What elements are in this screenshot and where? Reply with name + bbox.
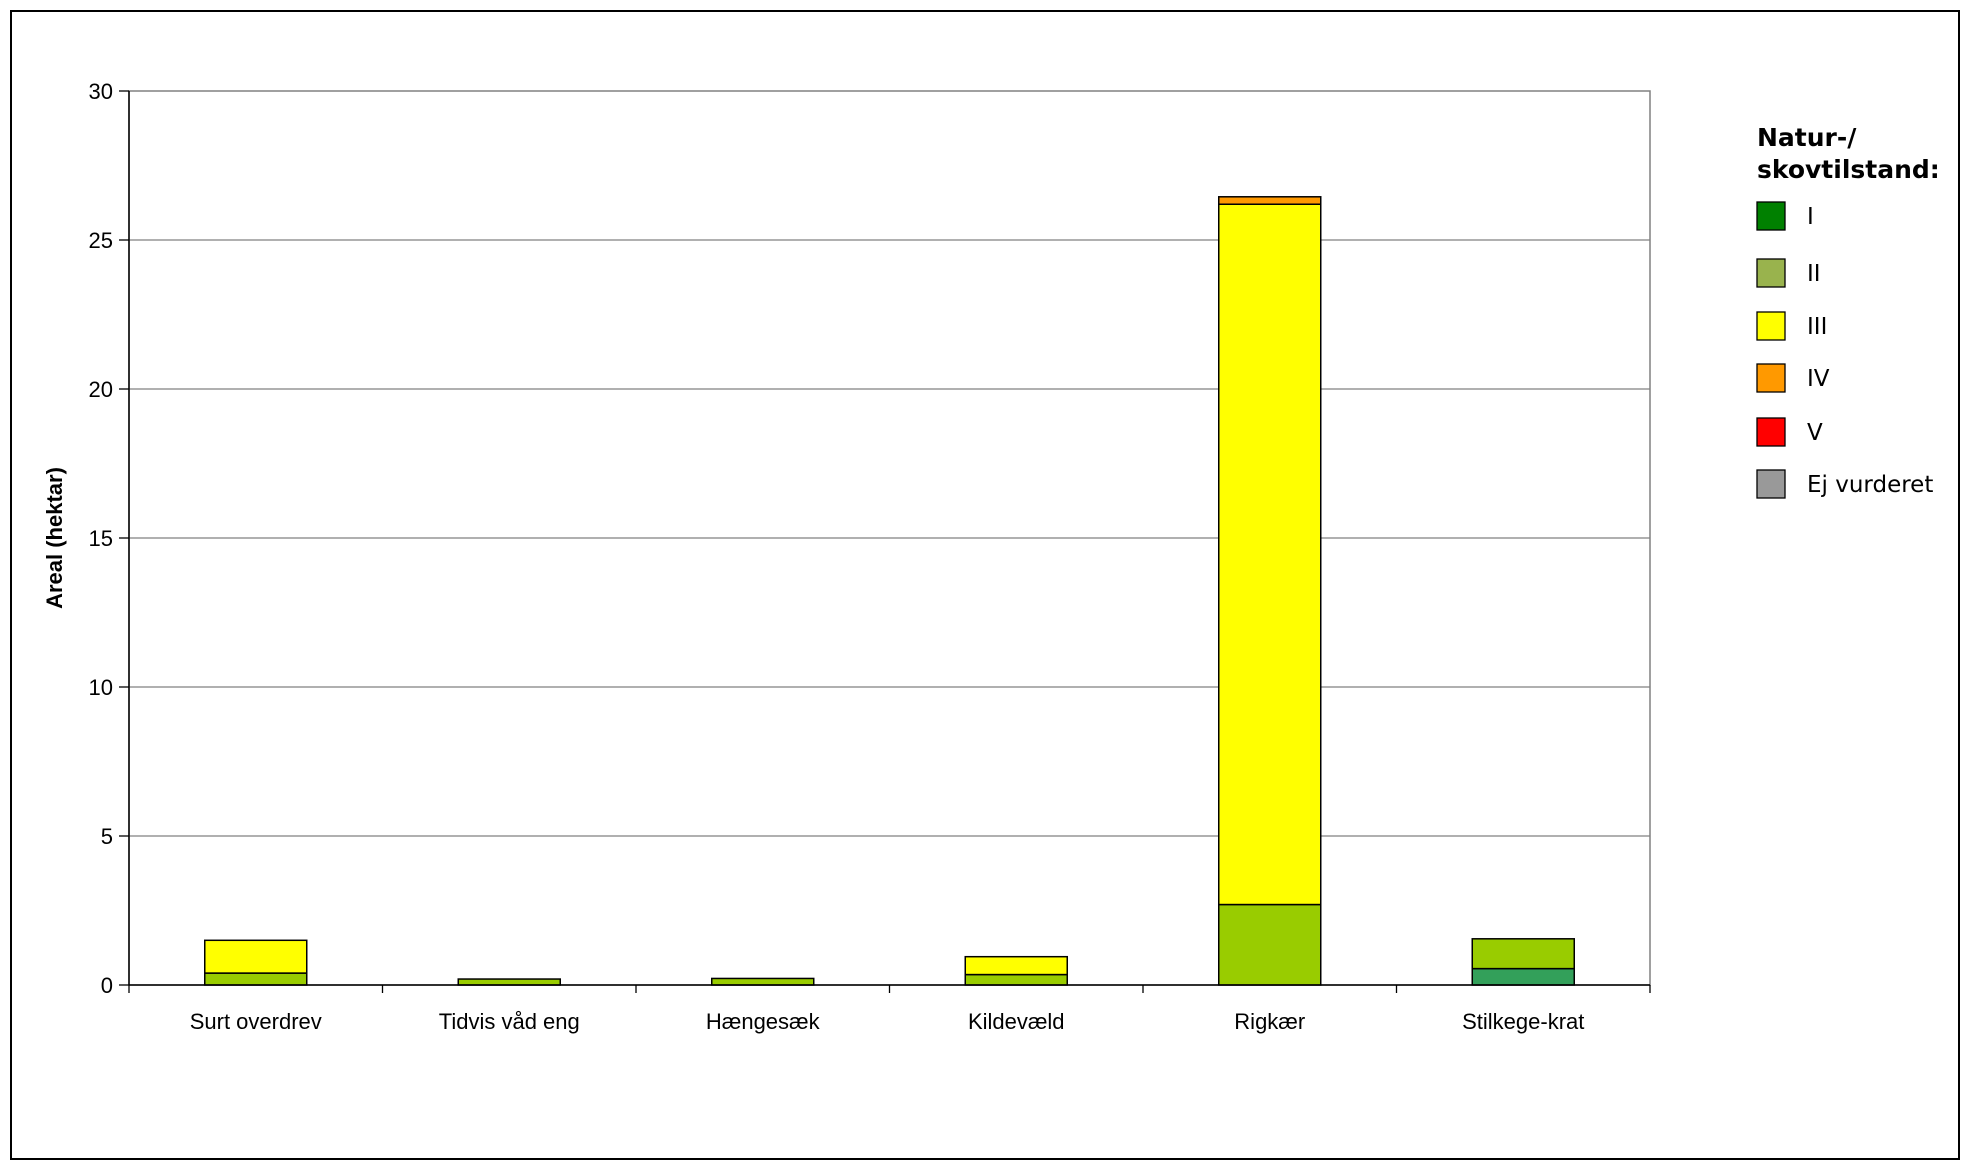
bar-segment <box>204 939 308 974</box>
legend-label: Ej vurderet <box>1807 472 1933 498</box>
x-tick-label: Tidvis våd eng <box>439 1009 580 1034</box>
x-tick-label: Rigkær <box>1234 1009 1305 1034</box>
bar-segment <box>711 977 815 986</box>
tick-labels: 0 5 10 15 20 25 30 Surt overdrev Tidvis våd eng H… <box>89 79 1585 1034</box>
y-tick-label: 15 <box>89 526 113 551</box>
legend-swatch <box>1756 417 1786 447</box>
bar-segment <box>1471 967 1575 986</box>
y-tick-label: 25 <box>89 228 113 253</box>
y-tick-label: 30 <box>89 79 113 104</box>
bar-segment <box>1218 203 1322 906</box>
bar-segment <box>1218 903 1322 986</box>
bar-segment <box>457 978 561 986</box>
gridlines <box>129 239 1650 837</box>
y-tick-label: 10 <box>89 675 113 700</box>
y-axis-title: Areal (hektar) <box>42 467 67 609</box>
x-tick-label: Hængesæk <box>706 1009 821 1034</box>
legend-label: I <box>1807 204 1814 230</box>
legend-title-line-1: Natur-/ <box>1757 123 1857 152</box>
legend-swatch <box>1756 311 1786 341</box>
axes <box>119 90 1651 993</box>
legend-swatch <box>1756 469 1786 499</box>
bars <box>204 196 1575 986</box>
legend-title-line-2: skovtilstand: <box>1757 155 1940 184</box>
y-tick-label: 5 <box>101 824 113 849</box>
y-tick-label: 20 <box>89 377 113 402</box>
bar-segment <box>1218 196 1322 205</box>
x-tick-label: Surt overdrev <box>190 1009 322 1034</box>
legend-label: III <box>1807 314 1827 340</box>
x-tick-label: Kildevæld <box>968 1009 1065 1034</box>
x-tick-label: Stilkege-krat <box>1462 1009 1584 1034</box>
y-tick-label: 0 <box>101 973 113 998</box>
bar-segment <box>964 973 1068 986</box>
legend-label: V <box>1807 420 1823 446</box>
legend-label: II <box>1807 261 1821 287</box>
bar-segment <box>1471 938 1575 970</box>
legend-swatch <box>1756 258 1786 288</box>
legend-label: IV <box>1807 366 1830 392</box>
legend-swatch <box>1756 201 1786 231</box>
legend-swatch <box>1756 363 1786 393</box>
bar-segment <box>964 955 1068 976</box>
bar-segment <box>204 972 308 986</box>
